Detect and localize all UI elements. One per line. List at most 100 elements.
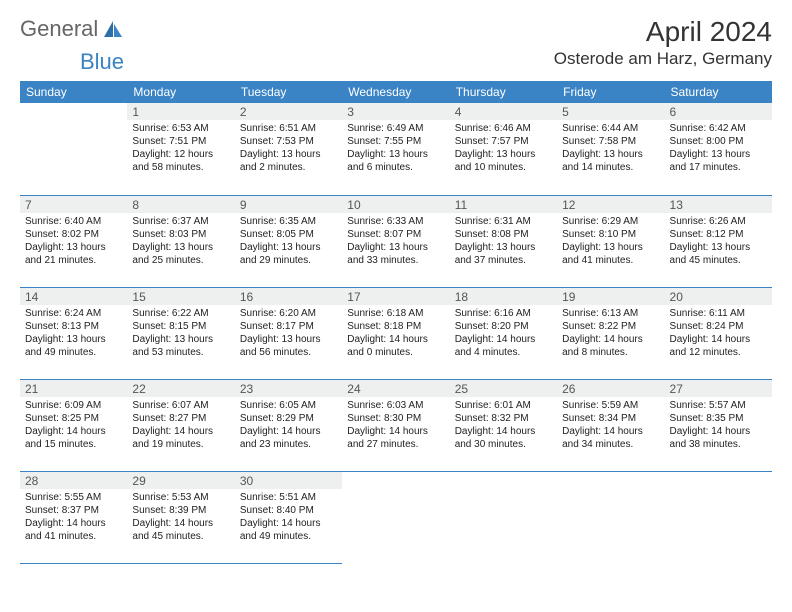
sun-info-line: and 41 minutes. [25,530,122,543]
sun-info-line: Sunset: 8:13 PM [25,320,122,333]
brand-part2: Blue [80,49,124,75]
sun-info-line: and 30 minutes. [455,438,552,451]
sun-info-line: Sunrise: 6:13 AM [562,307,659,320]
weekday-header: Saturday [665,81,772,103]
sun-info-line: Sunrise: 6:01 AM [455,399,552,412]
month-title: April 2024 [554,16,772,48]
sun-info-line: Sunset: 8:34 PM [562,412,659,425]
calendar-day-cell: 10Sunrise: 6:33 AMSunset: 8:07 PMDayligh… [342,195,449,287]
sun-info-line: and 38 minutes. [670,438,767,451]
sun-info: Sunrise: 5:55 AMSunset: 8:37 PMDaylight:… [25,491,122,543]
sun-info-line: and 45 minutes. [670,254,767,267]
day-number: 18 [450,288,557,305]
sun-info-line: and 23 minutes. [240,438,337,451]
sun-info: Sunrise: 6:44 AMSunset: 7:58 PMDaylight:… [562,122,659,174]
calendar-day-cell: 25 Sunrise: 6:01 AMSunset: 8:32 PMDayligh… [450,379,557,471]
calendar-day-cell: 18 Sunrise: 6:16 AMSunset: 8:20 PMDayligh… [450,287,557,379]
sun-info-line: Sunrise: 6:33 AM [347,215,444,228]
sun-info-line: and 0 minutes. [347,346,444,359]
weekday-header: Friday [557,81,664,103]
sun-info-line: and 15 minutes. [25,438,122,451]
sun-info: Sunrise: 6:13 AMSunset: 8:22 PMDaylight:… [562,307,659,359]
sun-info-line: and 25 minutes. [132,254,229,267]
sun-info-line: Sunrise: 5:57 AM [670,399,767,412]
sun-info-line: Sunset: 8:22 PM [562,320,659,333]
sun-info: Sunrise: 5:59 AMSunset: 8:34 PMDaylight:… [562,399,659,451]
sun-info-line: Sunset: 7:58 PM [562,135,659,148]
sun-info-line: Sunset: 8:17 PM [240,320,337,333]
sun-info-line: and 49 minutes. [25,346,122,359]
sun-info: Sunrise: 6:16 AMSunset: 8:20 PMDaylight:… [455,307,552,359]
sun-info-line: Sunset: 7:51 PM [132,135,229,148]
calendar-day-cell: 28Sunrise: 5:55 AMSunset: 8:37 PMDayligh… [20,471,127,563]
day-number: 9 [235,196,342,213]
calendar-day-cell [665,471,772,563]
calendar-day-cell: 26Sunrise: 5:59 AMSunset: 8:34 PMDayligh… [557,379,664,471]
sun-info-line: and 10 minutes. [455,161,552,174]
sun-info-line: Sunset: 8:39 PM [132,504,229,517]
calendar-week-row: 21Sunrise: 6:09 AMSunset: 8:25 PMDayligh… [20,379,772,471]
sun-info-line: and 45 minutes. [132,530,229,543]
sun-info-line: Sunrise: 6:03 AM [347,399,444,412]
sun-info-line: Sunrise: 5:59 AM [562,399,659,412]
sun-info-line: Daylight: 13 hours [562,241,659,254]
sun-info-line: Sunrise: 6:35 AM [240,215,337,228]
sun-info-line: Daylight: 13 hours [132,241,229,254]
day-number: 12 [557,196,664,213]
day-number: 2 [235,103,342,120]
location-label: Osterode am Harz, Germany [554,49,772,69]
day-number: 16 [235,288,342,305]
sun-info: Sunrise: 6:42 AMSunset: 8:00 PMDaylight:… [670,122,767,174]
weekday-header: Wednesday [342,81,449,103]
calendar-day-cell: 14Sunrise: 6:24 AMSunset: 8:13 PMDayligh… [20,287,127,379]
sun-info: Sunrise: 6:22 AMSunset: 8:15 PMDaylight:… [132,307,229,359]
sun-info-line: and 53 minutes. [132,346,229,359]
sun-info-line: Sunset: 8:03 PM [132,228,229,241]
sun-info: Sunrise: 6:26 AMSunset: 8:12 PMDaylight:… [670,215,767,267]
sun-info: Sunrise: 6:53 AMSunset: 7:51 PMDaylight:… [132,122,229,174]
day-number: 14 [20,288,127,305]
sun-info-line: Daylight: 14 hours [562,333,659,346]
sun-info: Sunrise: 6:01 AMSunset: 8:32 PMDaylight:… [455,399,552,451]
day-number: 7 [20,196,127,213]
calendar-day-cell: 24Sunrise: 6:03 AMSunset: 8:30 PMDayligh… [342,379,449,471]
weekday-header: Tuesday [235,81,342,103]
calendar-day-cell: 22Sunrise: 6:07 AMSunset: 8:27 PMDayligh… [127,379,234,471]
sun-info-line: Sunset: 8:35 PM [670,412,767,425]
calendar-day-cell: 23Sunrise: 6:05 AMSunset: 8:29 PMDayligh… [235,379,342,471]
sun-info-line: Daylight: 14 hours [132,517,229,530]
sun-info-line: and 34 minutes. [562,438,659,451]
day-number: 24 [342,380,449,397]
sun-info-line: Sunrise: 6:05 AM [240,399,337,412]
calendar-day-cell [557,471,664,563]
sun-info: Sunrise: 6:49 AMSunset: 7:55 PMDaylight:… [347,122,444,174]
sun-info: Sunrise: 6:51 AMSunset: 7:53 PMDaylight:… [240,122,337,174]
sun-info-line: Daylight: 14 hours [240,425,337,438]
sun-info-line: Sunrise: 6:09 AM [25,399,122,412]
sun-info-line: Sunset: 8:10 PM [562,228,659,241]
sun-info: Sunrise: 6:11 AMSunset: 8:24 PMDaylight:… [670,307,767,359]
calendar-day-cell: 13Sunrise: 6:26 AMSunset: 8:12 PMDayligh… [665,195,772,287]
sun-info-line: Daylight: 13 hours [455,241,552,254]
sun-info-line: Daylight: 14 hours [455,333,552,346]
sun-info-line: Daylight: 13 hours [562,148,659,161]
calendar-day-cell: 30Sunrise: 5:51 AMSunset: 8:40 PMDayligh… [235,471,342,563]
sun-info-line: and 37 minutes. [455,254,552,267]
sun-info-line: Daylight: 13 hours [240,241,337,254]
calendar-day-cell: 7Sunrise: 6:40 AMSunset: 8:02 PMDaylight… [20,195,127,287]
calendar-day-cell: 4Sunrise: 6:46 AMSunset: 7:57 PMDaylight… [450,103,557,195]
sun-info-line: Sunrise: 6:18 AM [347,307,444,320]
sun-info: Sunrise: 6:37 AMSunset: 8:03 PMDaylight:… [132,215,229,267]
calendar-day-cell: 8Sunrise: 6:37 AMSunset: 8:03 PMDaylight… [127,195,234,287]
sun-info-line: and 4 minutes. [455,346,552,359]
sun-info-line: and 58 minutes. [132,161,229,174]
header-right: April 2024 Osterode am Harz, Germany [554,16,772,69]
calendar-day-cell: 6Sunrise: 6:42 AMSunset: 8:00 PMDaylight… [665,103,772,195]
sun-info-line: Sunset: 8:24 PM [670,320,767,333]
day-number: 25 [450,380,557,397]
day-number: 1 [127,103,234,120]
sun-info-line: Sunrise: 6:44 AM [562,122,659,135]
sun-info-line: Daylight: 14 hours [25,425,122,438]
sun-info-line: Sunset: 8:00 PM [670,135,767,148]
sun-info-line: Sunrise: 5:55 AM [25,491,122,504]
